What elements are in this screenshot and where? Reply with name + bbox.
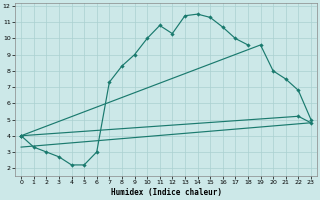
X-axis label: Humidex (Indice chaleur): Humidex (Indice chaleur) — [110, 188, 221, 197]
